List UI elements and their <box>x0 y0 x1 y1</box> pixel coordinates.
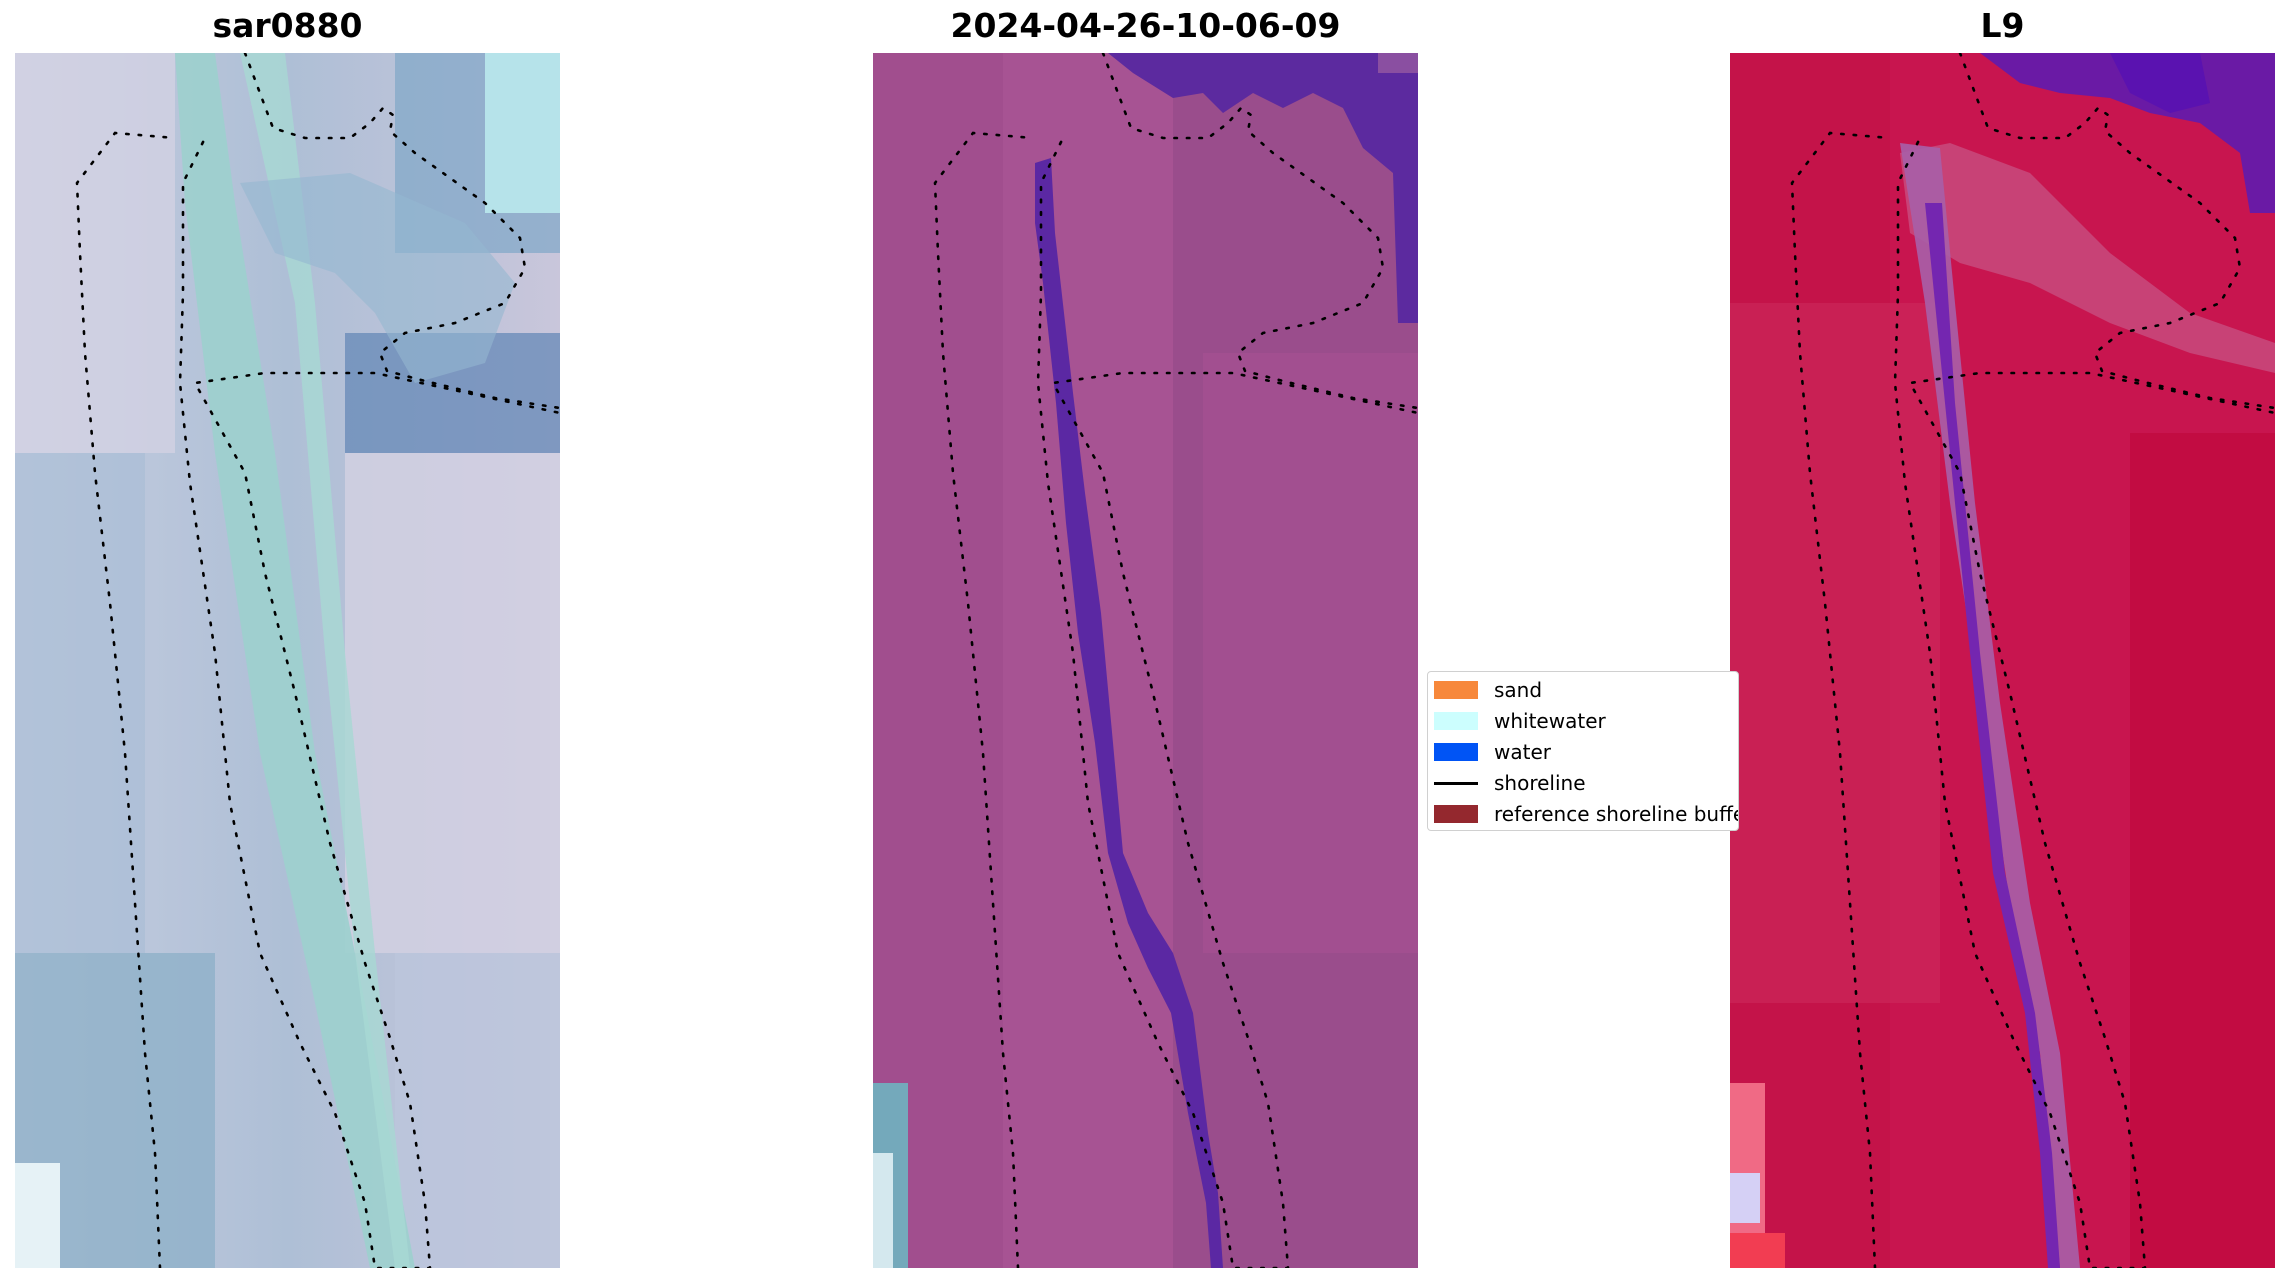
classified-shoreline-inner <box>933 131 1035 1268</box>
panel-title-mndwi: L9 <box>1980 6 2025 45</box>
index-shoreline-inner <box>1790 131 1892 1268</box>
rgb-shoreline-outline <box>75 53 560 1268</box>
rgb-image-panel <box>15 53 560 1268</box>
legend-item-reference-buffer: reference shoreline buffer <box>1434 801 1739 827</box>
legend-label-shoreline: shoreline <box>1494 771 1586 795</box>
legend-label-water: water <box>1494 740 1551 764</box>
panel-title-rgb: sar0880 <box>212 6 363 45</box>
index-shoreline-outline <box>1790 53 2275 1268</box>
panel-title-classified: 2024-04-26-10-06-09 <box>950 6 1341 45</box>
legend-item-shoreline: shoreline <box>1434 770 1586 796</box>
shoreline-line-swatch <box>1434 781 1478 785</box>
rgb-image <box>15 53 560 1268</box>
legend-item-whitewater: whitewater <box>1434 708 1606 734</box>
legend-label-whitewater: whitewater <box>1494 709 1606 733</box>
classified-image-panel <box>873 53 1418 1268</box>
whitewater-swatch <box>1434 712 1478 730</box>
classified-image <box>873 53 1418 1268</box>
legend-label-reference-buffer: reference shoreline buffer <box>1494 802 1739 826</box>
index-image <box>1730 53 2275 1268</box>
classified-shoreline-outline <box>933 53 1418 1268</box>
index-image-panel <box>1730 53 2275 1268</box>
legend-item-water: water <box>1434 739 1551 765</box>
rgb-shoreline-inner <box>75 131 177 1268</box>
legend: sand whitewater water shoreline referenc… <box>1427 671 1739 831</box>
legend-item-sand: sand <box>1434 677 1542 703</box>
water-swatch <box>1434 743 1478 761</box>
reference-buffer-swatch <box>1434 805 1478 823</box>
sand-swatch <box>1434 681 1478 699</box>
legend-label-sand: sand <box>1494 678 1543 702</box>
